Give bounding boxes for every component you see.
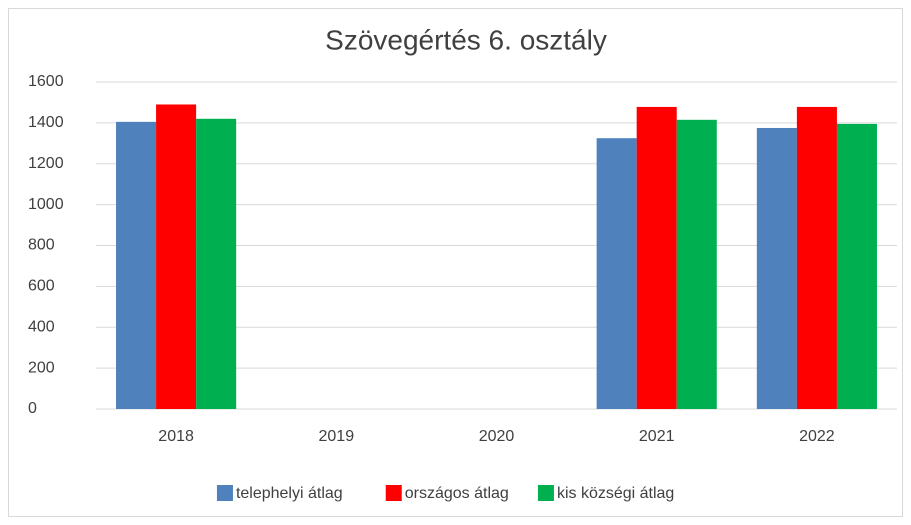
x-tick-label: 2020 [479,428,515,445]
y-tick-label: 200 [28,359,55,376]
x-tick-label: 2018 [158,428,194,445]
legend-swatch [216,485,233,501]
chart-title: Szövegértés 6. osztály [325,24,607,55]
bar [796,106,837,409]
y-tick-label: 1200 [28,155,64,172]
bar [196,118,237,409]
y-tick-label: 1000 [28,196,64,213]
bar [116,121,157,410]
x-tick-label: 2019 [319,428,355,445]
bar [596,138,637,409]
y-tick-label: 600 [28,278,55,295]
legend-label: országos átlag [405,485,509,502]
bar [756,127,797,409]
x-tick-label: 2021 [639,428,675,445]
legend-swatch [385,485,402,501]
x-tick-label: 2022 [799,428,835,445]
legend-label: telephelyi átlag [236,485,343,502]
bar [156,104,197,409]
legend-label: kis községi átlag [557,485,674,502]
legend-swatch [537,485,554,501]
bar [636,106,677,409]
y-tick-label: 1400 [28,114,64,131]
y-tick-label: 400 [28,318,55,335]
y-tick-label: 0 [28,400,37,417]
bar [836,123,877,409]
y-tick-label: 1600 [28,73,64,90]
bar [676,119,717,409]
y-tick-label: 800 [28,237,55,254]
